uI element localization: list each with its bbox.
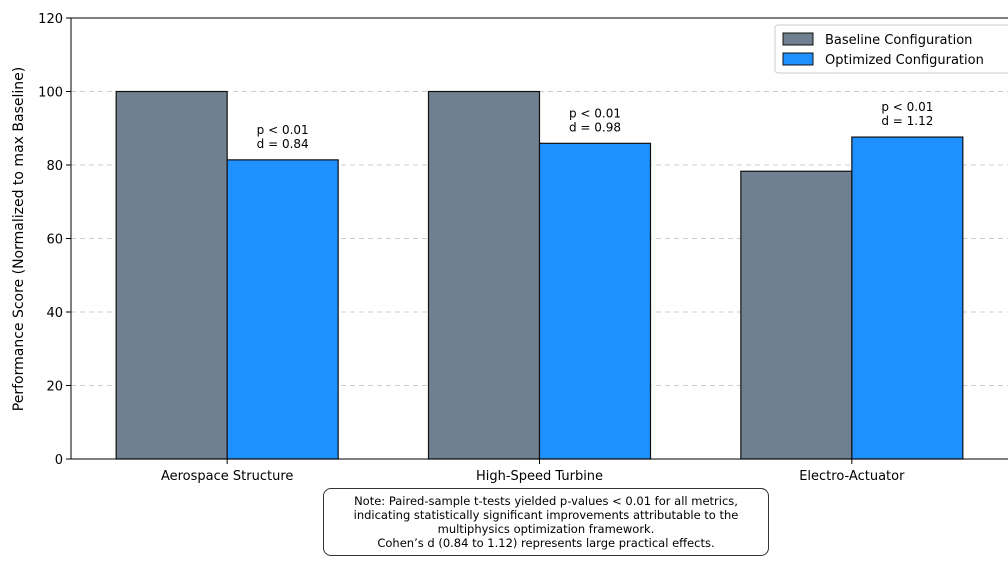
effect-size-label: d = 1.12 <box>881 114 933 128</box>
bars <box>115 90 964 460</box>
baseline-bar <box>115 90 228 460</box>
y-tick-label: 40 <box>46 306 63 321</box>
baseline-bar <box>427 90 541 460</box>
legend-box <box>774 24 1008 74</box>
note-line: Note: Paired-sample t-tests yielded p-va… <box>354 494 738 508</box>
p-value-label: p < 0.01 <box>881 100 933 114</box>
baseline-bar <box>740 170 853 460</box>
x-tick-label: Electro-Actuator <box>799 469 905 484</box>
note-line: multiphysics optimization framework. <box>437 522 655 536</box>
x-tick-labels: Aerospace Structure High-Speed Turbine Ele… <box>161 459 905 484</box>
y-tick-labels: 0 20 40 60 80 100 120 <box>38 12 71 468</box>
y-axis-title: Performance Score (Normalized to max Bas… <box>11 67 27 411</box>
y-tick-label: 100 <box>38 86 63 101</box>
note-box: Note: Paired-sample t-tests yielded p-va… <box>323 488 769 556</box>
legend-label: Baseline Configuration <box>825 33 972 48</box>
note-line: indicating statistically significant imp… <box>353 508 739 522</box>
note-line: Cohen’s d (0.84 to 1.12) represents larg… <box>377 536 715 550</box>
optimized-bar <box>226 159 339 460</box>
legend-swatch <box>782 52 814 66</box>
bar-annotations: p < 0.01d = 0.84p < 0.01d = 0.98p < 0.01… <box>257 100 934 151</box>
optimized-bar <box>538 142 652 460</box>
p-value-label: p < 0.01 <box>257 123 309 137</box>
x-tick-label: Aerospace Structure <box>161 469 293 484</box>
p-value-label: p < 0.01 <box>569 106 621 120</box>
bar-chart: p < 0.01d = 0.84p < 0.01d = 0.98p < 0.01… <box>11 12 1008 484</box>
legend: Baseline Configuration Optimized Configur… <box>774 24 1008 74</box>
legend-label: Optimized Configuration <box>825 53 984 68</box>
optimized-bar <box>851 136 964 460</box>
y-tick-label: 120 <box>38 12 63 27</box>
y-tick-label: 80 <box>46 159 63 174</box>
legend-swatch <box>782 32 814 46</box>
effect-size-label: d = 0.98 <box>569 120 621 134</box>
y-tick-label: 0 <box>55 453 63 468</box>
y-tick-label: 20 <box>46 380 63 395</box>
y-tick-label: 60 <box>46 233 63 248</box>
effect-size-label: d = 0.84 <box>257 137 309 151</box>
x-tick-label: High-Speed Turbine <box>476 469 603 484</box>
